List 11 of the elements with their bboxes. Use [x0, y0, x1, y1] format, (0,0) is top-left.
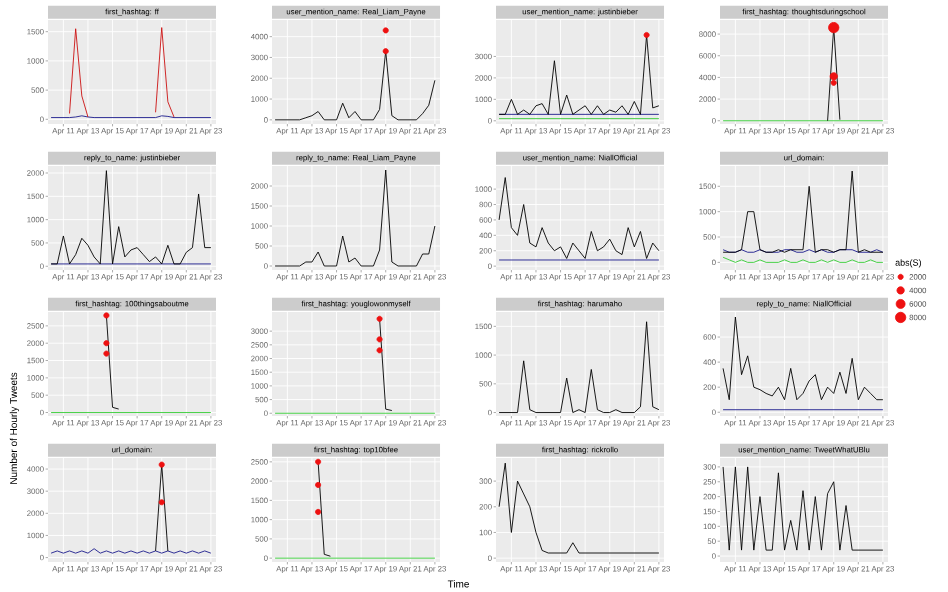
point	[315, 481, 322, 488]
point	[315, 508, 322, 515]
point	[103, 312, 110, 319]
point	[103, 340, 110, 347]
point	[315, 458, 322, 465]
point	[376, 315, 383, 322]
point	[376, 347, 383, 354]
line-series	[722, 316, 884, 401]
line-series	[50, 170, 212, 265]
point	[376, 336, 383, 343]
point	[103, 350, 110, 357]
